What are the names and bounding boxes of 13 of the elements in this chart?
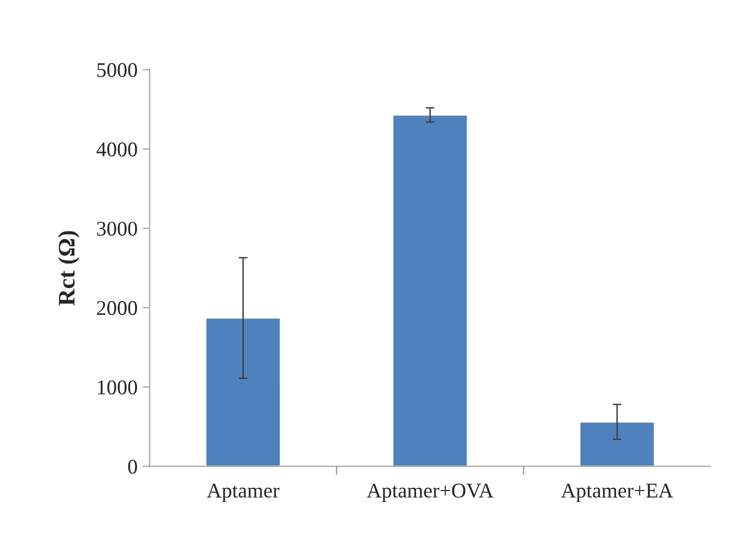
x-tick-label: Aptamer+EA [561,484,674,502]
bar [579,421,656,466]
y-tick-label: 4000 [96,142,137,156]
y-tick-label: 1000 [98,380,137,394]
y-axis-title: Rct (Ω) [58,231,80,306]
x-tick-label: Aptamer+OVA [366,484,494,502]
bar [205,317,282,466]
y-tick-label: 2000 [97,301,137,316]
bar [392,114,468,466]
y-tick-label: 3000 [97,222,137,236]
x-tick-label: Aptamer [206,484,280,502]
y-tick-label: 5000 [97,63,137,78]
y-tick-label: 0 [128,460,137,474]
